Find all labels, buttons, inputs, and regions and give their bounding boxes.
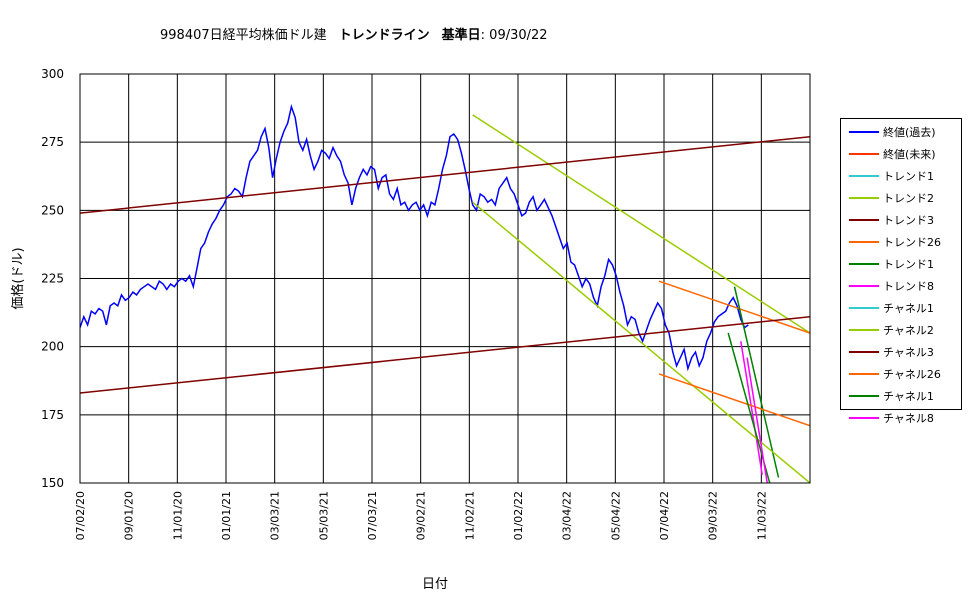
x-tick-label: 05/04/22 [609,491,622,540]
chart-title-name: 998407日経平均株価ドル建 [160,28,327,43]
legend-label: チャネル1 [883,302,934,315]
series-line-0 [80,103,749,372]
series-line-4 [80,135,810,214]
legend-swatch [849,307,879,309]
x-tick-label: 01/01/21 [220,491,233,540]
legend-item: チャネル3 [841,341,961,363]
legend-swatch [849,241,879,243]
chart-title-base-label: 基準日 [441,28,481,43]
y-tick-label: 175 [41,408,64,422]
legend-swatch [849,395,879,397]
series-line-13 [746,357,768,483]
x-tick-label: 11/01/20 [171,491,184,540]
y-tick-label: 200 [41,340,64,354]
legend-item: チャネル26 [841,363,961,385]
legend-label: トレンド8 [883,280,934,293]
legend-label: チャネル1 [883,390,934,403]
legend-item: トレンド1 [841,165,961,187]
legend-swatch [849,373,879,375]
plot-border [79,73,811,484]
legend-item: 終値(未来) [841,143,961,165]
legend-label: トレンド2 [883,192,934,205]
y-axis-label: 価格(ドル) [10,247,26,309]
legend-item: トレンド3 [841,209,961,231]
legend-item: チャネル8 [841,407,961,429]
chart-title: 998407日経平均株価ドル建 トレンドライン 基準日: 09/30/22 [160,24,548,43]
legend-label: トレンド1 [883,170,934,183]
legend-swatch [849,329,879,331]
x-tick-label: 11/03/22 [755,491,768,540]
series-line-6 [733,286,780,478]
y-tick-label: 275 [41,135,64,149]
legend-swatch [849,219,879,221]
x-tick-label: 03/04/22 [561,491,574,540]
legend-swatch [849,175,879,177]
y-tick-label: 150 [41,476,64,490]
legend-swatch [849,153,879,155]
legend-item: トレンド26 [841,231,961,253]
x-axis-label: 日付 [422,577,448,592]
series-line-9 [472,201,810,483]
legend-label: チャネル3 [883,346,934,359]
x-tick-label: 01/02/22 [512,491,525,540]
legend-swatch [849,131,879,133]
x-tick-label: 09/03/22 [707,491,720,540]
y-tick-label: 250 [41,203,64,217]
series-line-3 [472,114,810,334]
legend-swatch [849,417,879,419]
legend-item: チャネル2 [841,319,961,341]
x-tick-label: 09/02/21 [415,491,428,540]
x-tick-label: 07/04/22 [658,491,671,540]
legend-label: トレンド3 [883,214,934,227]
x-tick-label: 11/02/21 [463,491,476,540]
legend-label: 終値(未来) [883,148,936,161]
legend-swatch [849,285,879,287]
legend-item: トレンド1 [841,253,961,275]
legend-swatch [849,351,879,353]
legend-swatch [849,197,879,199]
legend-label: チャネル26 [883,368,941,381]
series-line-7 [740,341,763,475]
legend-swatch [849,263,879,265]
legend-label: 終値(過去) [883,126,936,139]
series-line-5 [658,280,810,334]
x-tick-label: 07/02/20 [74,491,87,540]
legend-label: トレンド26 [883,236,941,249]
legend: 終値(過去) 終値(未来) トレンド1 トレンド2 トレンド3 トレンド26 トレンド1 トレ… [840,118,962,425]
y-tick-label: 225 [41,272,64,286]
x-tick-label: 05/03/21 [317,491,330,540]
chart-title-date: : 09/30/22 [480,28,548,43]
x-tick-label: 03/03/21 [269,491,282,540]
legend-item: チャネル1 [841,297,961,319]
legend-label: チャネル2 [883,324,934,337]
chart-title-sub: トレンドライン [338,28,430,43]
legend-label: チャネル8 [883,412,934,425]
x-tick-label: 07/03/21 [366,491,379,540]
legend-item: チャネル1 [841,385,961,407]
y-tick-label: 300 [41,67,64,81]
legend-label: トレンド1 [883,258,934,271]
x-tick-label: 09/01/20 [123,491,136,540]
series-line-10 [80,315,810,394]
legend-item: トレンド2 [841,187,961,209]
legend-item: トレンド8 [841,275,961,297]
series-line-11 [658,373,810,427]
legend-item: 終値(過去) [841,121,961,143]
